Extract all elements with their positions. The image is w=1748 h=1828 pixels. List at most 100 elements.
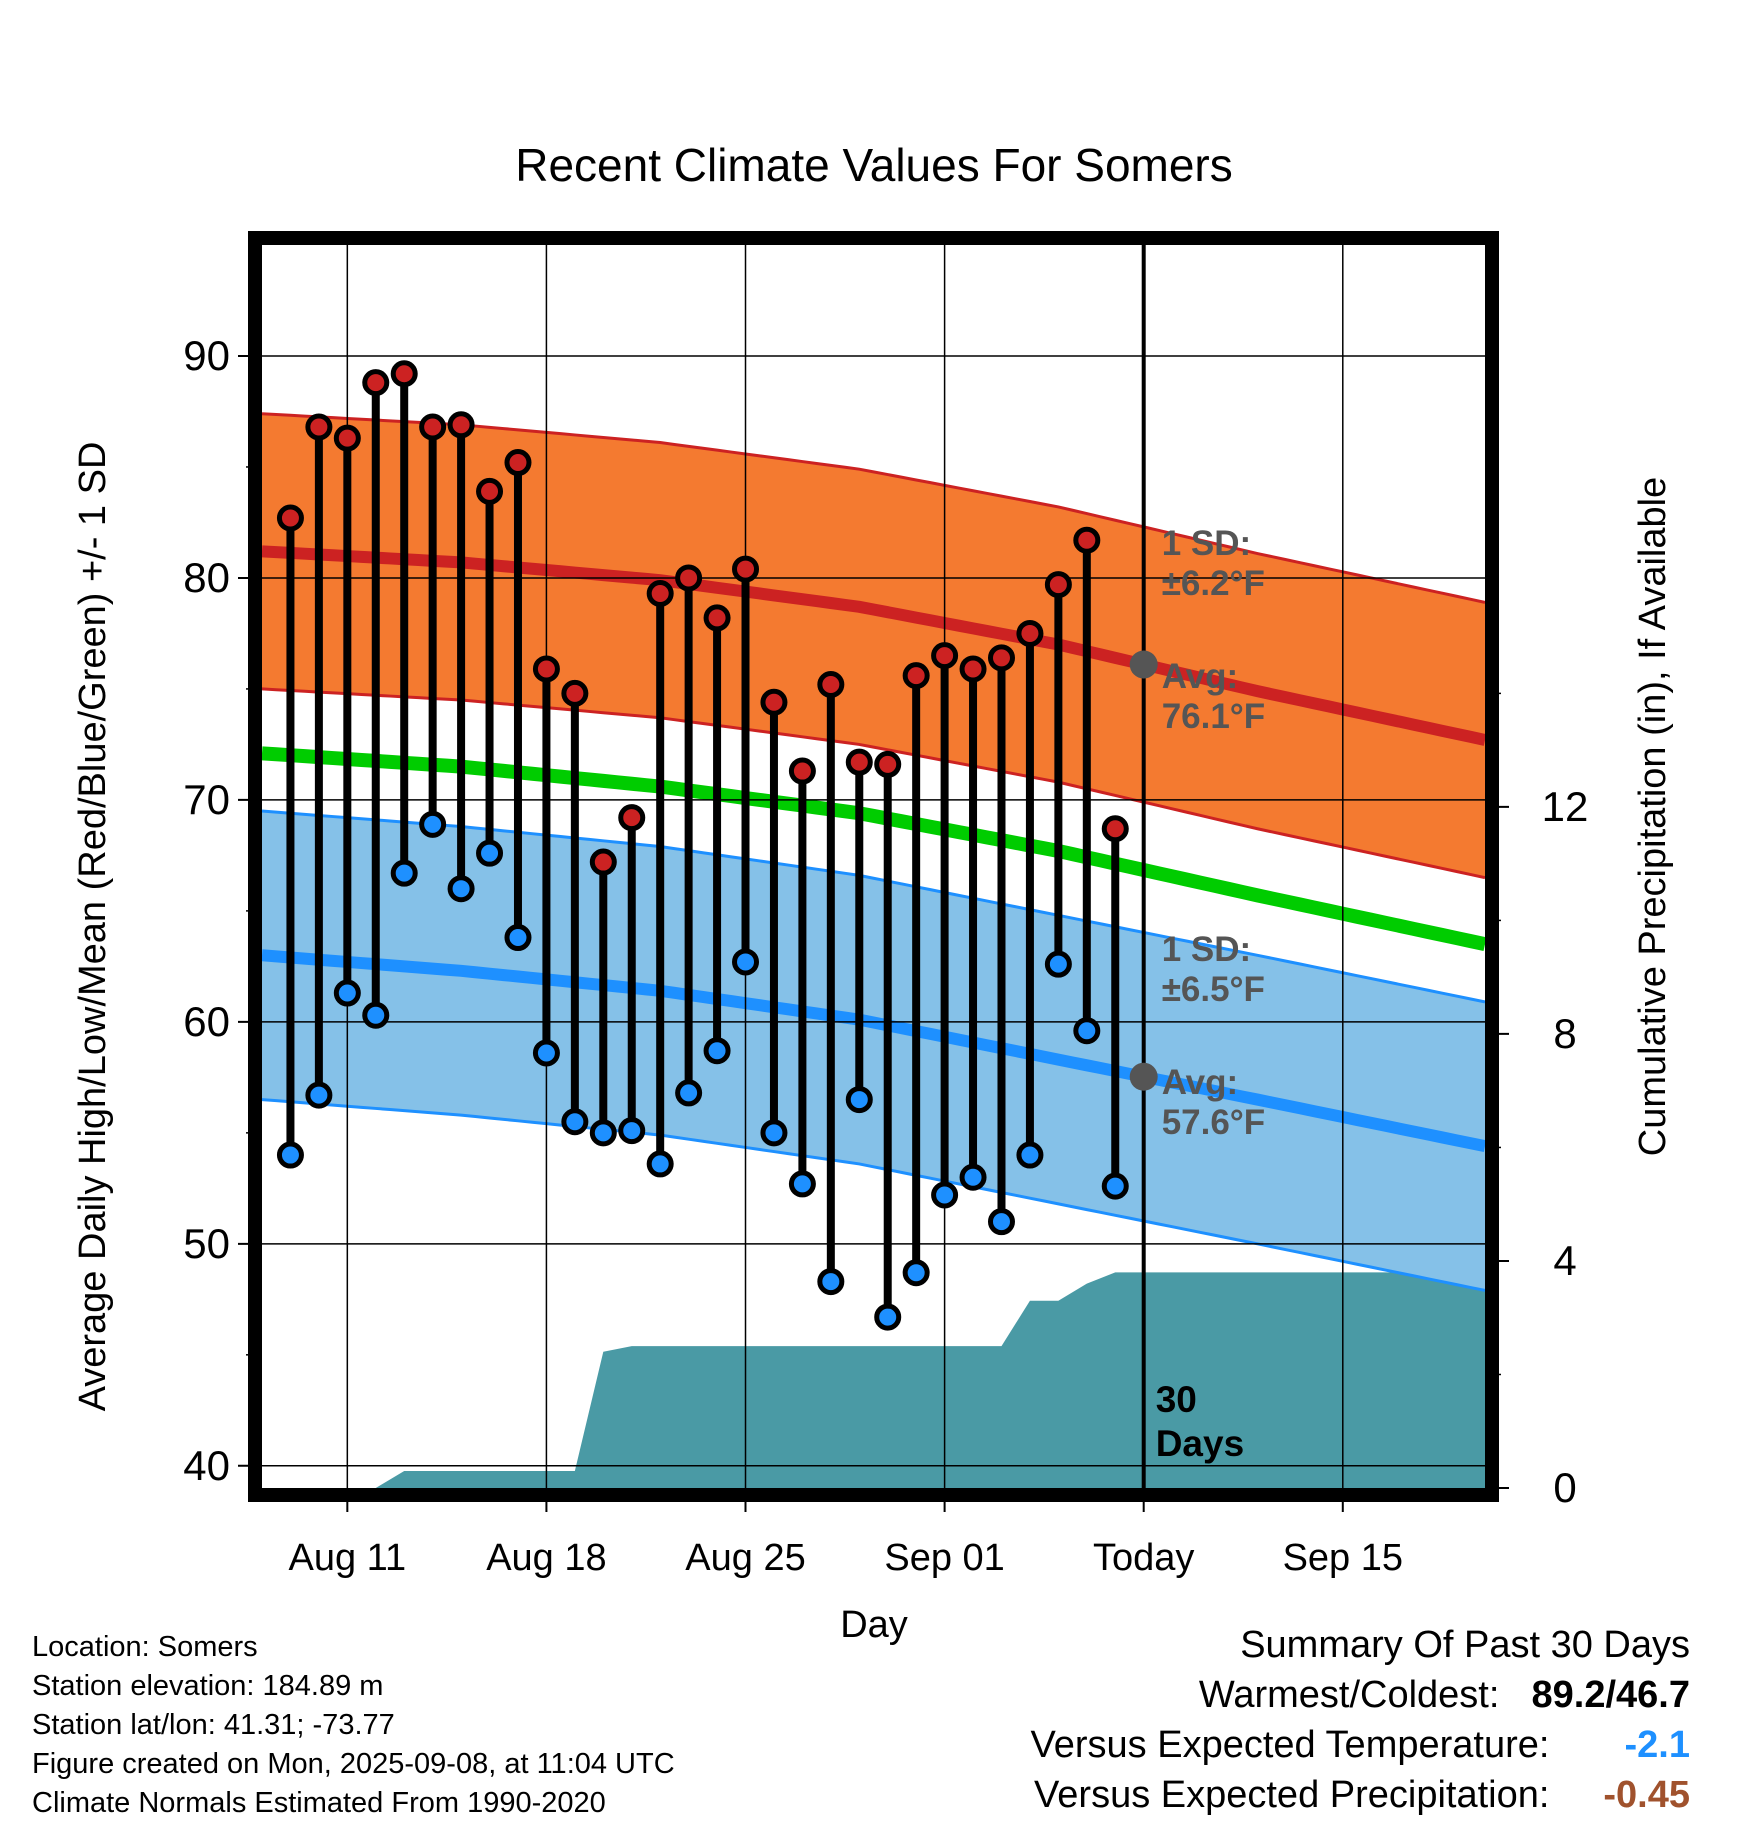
daily-high-point [390,360,418,388]
y2-tick-label: 8 [1553,1010,1576,1057]
daily-low-point [1016,1141,1044,1169]
high-avg-label-line: 76.1°F [1162,697,1266,736]
daily-low-point [589,1119,617,1147]
daily-low-point [987,1208,1015,1236]
summary-warmest-row: Warmest/Coldest: 89.2/46.7 [1031,1670,1690,1720]
x-tick-label: Aug 11 [289,1537,407,1579]
days-label-line: 30 [1156,1379,1197,1420]
summary-panel: Summary Of Past 30 Days Warmest/Coldest:… [1031,1620,1690,1820]
today-high-normal-marker [1129,650,1158,679]
precip-area [262,1272,1485,1488]
daily-high-point [561,679,589,707]
y-axis-title: Average Daily High/Low/Mean (Red/Blue/Gr… [72,442,114,1412]
daily-high-point [618,804,646,832]
x-tick-label: Today [1093,1537,1194,1579]
low-sd-label-line: ±6.5°F [1162,970,1265,1009]
daily-low-point [561,1108,589,1136]
y2-tick-label: 12 [1542,783,1589,830]
daily-high-point [817,670,845,698]
daily-low-point [447,875,475,903]
daily-high-point [447,411,475,439]
daily-high-point [760,688,788,716]
high-normal-line [262,545,1485,746]
daily-high-point [362,369,390,397]
daily-low-point [817,1268,845,1296]
daily-low-point [1044,950,1072,978]
daily-low-point [1101,1172,1129,1200]
daily-low-point [902,1259,930,1287]
daily-high-point [902,662,930,690]
daily-low-point [732,948,760,976]
high-sd-band [262,413,1485,878]
daily-high-point [874,750,902,778]
daily-high-point [675,564,703,592]
x-tick-label: Aug 25 [685,1537,805,1579]
daily-high-point [504,449,532,477]
daily-high-point [305,413,333,441]
y-tick-label: 90 [183,332,230,379]
normals-text: Climate Normals Estimated From 1990-2020 [32,1787,606,1819]
y-tick-label: 60 [183,998,230,1045]
summary-title: Summary Of Past 30 Days [1240,1624,1690,1666]
temp-anomaly-value: -2.1 [1624,1724,1690,1766]
daily-low-point [390,859,418,887]
location-text: Location: Somers [32,1631,258,1663]
y2-axis-title: Cumulative Precipitation (in), If Availa… [1632,477,1674,1156]
daily-high-point [532,655,560,683]
low-sd-band [262,811,1485,1291]
elevation-text: Station elevation: 184.89 m [32,1670,384,1702]
daily-low-point [362,1001,390,1029]
daily-low-point [646,1150,674,1178]
plot-frame [248,231,1499,1502]
daily-low-point [333,979,361,1007]
daily-low-point [476,839,504,867]
daily-high-point [788,757,816,785]
daily-low-point [788,1170,816,1198]
days-label-line: Days [1156,1423,1244,1464]
chart-title: Recent Climate Values For Somers [515,139,1233,191]
x-axis-title: Day [840,1604,908,1646]
precip-anomaly-value: -0.45 [1603,1774,1690,1816]
daily-high-point [1016,619,1044,647]
y-tick-label: 50 [183,1220,230,1267]
precip-anomaly-label: Versus Expected Precipitation: [1034,1774,1550,1816]
daily-low-point [760,1119,788,1147]
daily-low-point [1073,1017,1101,1045]
created-text: Figure created on Mon, 2025-09-08, at 11… [32,1748,675,1780]
daily-high-point [959,655,987,683]
daily-high-point [732,555,760,583]
low-avg-label-line: Avg: [1162,1063,1238,1102]
daily-high-point [987,644,1015,672]
high-sd-band-lower-edge [262,687,1485,880]
daily-low-point [305,1081,333,1109]
daily-low-point [618,1117,646,1145]
temp-anomaly-label: Versus Expected Temperature: [1030,1724,1550,1766]
plot-area [262,245,1485,1488]
summary-temp-row: Versus Expected Temperature: -2.1 [1031,1720,1690,1770]
daily-high-point [703,604,731,632]
mean-normal-line [262,746,1485,952]
low-sd-band-upper-edge [262,809,1485,1004]
y2-tick-label: 4 [1553,1237,1576,1284]
daily-low-point [931,1181,959,1209]
daily-low-point [874,1303,902,1331]
high-avg-label-line: Avg: [1162,657,1238,696]
high-sd-label-line: ±6.2°F [1162,564,1265,603]
warmest-label: Warmest/Coldest: [1198,1674,1500,1716]
daily-high-point [1044,571,1072,599]
y-tick-label: 40 [183,1442,230,1489]
warmest-value: 89.2/46.7 [1531,1674,1690,1716]
daily-high-point [419,413,447,441]
low-sd-band-lower-edge [262,1098,1485,1292]
daily-high-point [276,504,304,532]
daily-low-point [845,1086,873,1114]
observations [276,360,1158,1331]
low-avg-label-line: 57.6°F [1162,1103,1266,1142]
latlon-text: Station lat/lon: 41.31; -73.77 [32,1709,395,1741]
daily-high-point [589,848,617,876]
daily-high-point [931,642,959,670]
y2-tick-label: 0 [1553,1464,1576,1511]
daily-high-point [476,477,504,505]
